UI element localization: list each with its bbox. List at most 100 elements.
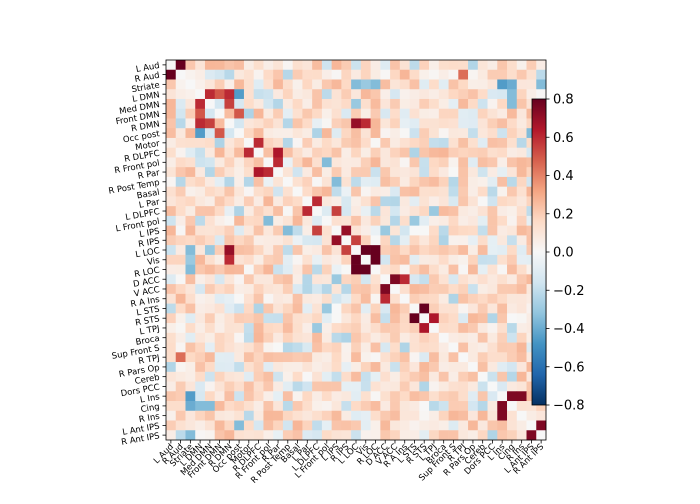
heatmap-cell bbox=[458, 225, 469, 236]
heatmap-cell bbox=[282, 108, 293, 119]
heatmap-cell bbox=[234, 362, 245, 373]
heatmap-cell bbox=[166, 264, 177, 275]
heatmap-cell bbox=[214, 206, 225, 217]
heatmap-cell bbox=[380, 323, 391, 334]
heatmap-cell bbox=[370, 79, 381, 90]
heatmap-cell bbox=[536, 410, 547, 421]
heatmap-cell bbox=[253, 401, 264, 412]
heatmap-cell bbox=[487, 235, 498, 246]
heatmap-cell bbox=[526, 323, 537, 334]
heatmap-cell bbox=[351, 69, 362, 80]
heatmap-cell bbox=[497, 98, 508, 110]
heatmap-cell bbox=[399, 264, 410, 275]
heatmap-cell bbox=[399, 108, 410, 119]
heatmap-cell bbox=[419, 264, 430, 275]
heatmap-cell bbox=[438, 313, 449, 324]
y-tick-label: Motor bbox=[135, 139, 161, 153]
heatmap-cell bbox=[321, 332, 332, 343]
heatmap-cell bbox=[516, 60, 527, 71]
heatmap-cell bbox=[438, 98, 449, 110]
heatmap-cell bbox=[448, 371, 459, 382]
y-tick-label: Striate bbox=[131, 80, 161, 95]
heatmap-cell bbox=[312, 167, 323, 178]
heatmap-cell bbox=[263, 206, 274, 217]
heatmap-cell bbox=[419, 430, 430, 441]
heatmap-cell bbox=[331, 108, 342, 119]
heatmap-cell bbox=[390, 401, 401, 412]
heatmap-cell bbox=[448, 381, 459, 392]
heatmap-cell bbox=[312, 108, 323, 119]
heatmap-cell bbox=[351, 342, 362, 353]
heatmap-cell bbox=[273, 332, 284, 343]
heatmap-cell bbox=[516, 157, 527, 168]
heatmap-cell bbox=[175, 245, 186, 256]
heatmap-cell bbox=[370, 264, 381, 275]
heatmap-cell bbox=[429, 137, 440, 148]
heatmap-cell bbox=[507, 332, 518, 343]
heatmap-cell bbox=[448, 60, 459, 71]
heatmap-cell bbox=[487, 264, 498, 275]
heatmap-cell bbox=[312, 352, 323, 363]
heatmap-cell bbox=[448, 128, 459, 139]
heatmap-cell bbox=[399, 245, 410, 256]
heatmap-cell bbox=[273, 225, 284, 236]
heatmap-cell bbox=[468, 254, 479, 265]
heatmap-cell bbox=[390, 362, 401, 373]
heatmap-cell bbox=[458, 293, 469, 304]
heatmap-cell bbox=[321, 264, 332, 275]
heatmap-cell bbox=[175, 313, 186, 324]
heatmap-cell bbox=[321, 323, 332, 334]
heatmap-cell bbox=[497, 118, 508, 129]
heatmap-cell bbox=[302, 245, 313, 256]
heatmap-cell bbox=[224, 410, 235, 421]
heatmap-cell bbox=[351, 206, 362, 217]
heatmap-cell bbox=[360, 264, 371, 275]
heatmap-cell bbox=[516, 313, 527, 324]
heatmap-cell bbox=[360, 157, 371, 168]
heatmap-cell bbox=[282, 362, 293, 373]
heatmap-cell bbox=[321, 186, 332, 197]
heatmap-cell bbox=[477, 391, 488, 402]
heatmap-cell bbox=[243, 69, 254, 80]
heatmap-cell bbox=[195, 430, 206, 441]
heatmap-cell bbox=[224, 118, 235, 129]
heatmap-cell bbox=[458, 274, 469, 285]
heatmap-cell bbox=[175, 352, 186, 363]
heatmap-cell bbox=[253, 362, 264, 373]
heatmap-cell bbox=[487, 371, 498, 382]
heatmap-cell bbox=[477, 186, 488, 197]
heatmap-cell bbox=[282, 215, 293, 226]
heatmap-cell bbox=[312, 254, 323, 265]
heatmap-cell bbox=[351, 225, 362, 236]
heatmap-cell bbox=[468, 79, 479, 90]
heatmap-cell bbox=[292, 303, 303, 314]
heatmap-cell bbox=[253, 245, 264, 256]
heatmap-cell bbox=[214, 293, 225, 304]
heatmap-cell bbox=[458, 167, 469, 178]
heatmap-cell bbox=[243, 254, 254, 265]
heatmap-cell bbox=[321, 157, 332, 168]
heatmap-cell bbox=[380, 371, 391, 382]
heatmap-cell bbox=[360, 69, 371, 80]
heatmap-cell bbox=[526, 410, 537, 421]
heatmap-cell bbox=[351, 420, 362, 431]
heatmap-cell bbox=[360, 89, 371, 100]
heatmap-cell bbox=[214, 167, 225, 178]
y-tick-label: R Par bbox=[137, 168, 161, 182]
heatmap-cell bbox=[253, 186, 264, 197]
heatmap-cell bbox=[536, 430, 547, 441]
heatmap-cell bbox=[419, 118, 430, 129]
heatmap-cell bbox=[282, 274, 293, 285]
heatmap-cell bbox=[224, 391, 235, 402]
heatmap-cell bbox=[253, 128, 264, 139]
heatmap-cell bbox=[234, 128, 245, 139]
heatmap-cell bbox=[497, 60, 508, 71]
heatmap-cell bbox=[166, 206, 177, 217]
heatmap-cell bbox=[468, 371, 479, 382]
heatmap-cell bbox=[214, 371, 225, 382]
heatmap-cell bbox=[380, 235, 391, 246]
heatmap-cell bbox=[243, 225, 254, 236]
heatmap-cell bbox=[370, 293, 381, 304]
heatmap-cell bbox=[360, 245, 371, 256]
